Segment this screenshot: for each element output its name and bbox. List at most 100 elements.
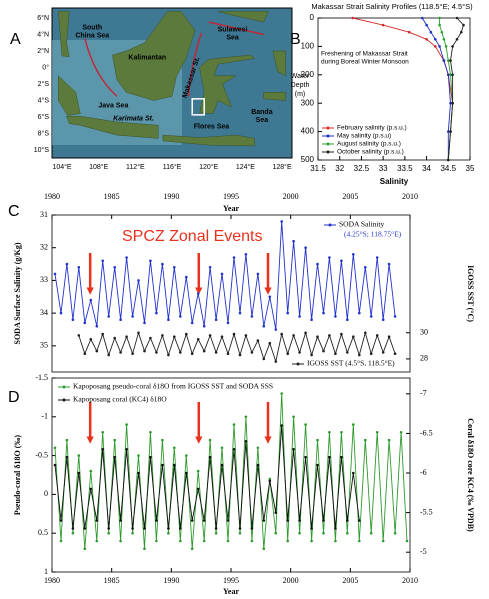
data-point: [71, 531, 75, 535]
data-point: [316, 463, 319, 467]
place-label: Sea: [226, 34, 239, 41]
data-point: [202, 324, 206, 328]
data-point: [358, 519, 361, 522]
data-point: [59, 519, 63, 522]
data-point: [280, 332, 284, 336]
data-point: [220, 463, 224, 467]
data-point: [405, 539, 409, 543]
x-tick-label: 2000: [283, 192, 299, 201]
data-point: [381, 351, 385, 354]
data-point: [298, 315, 301, 318]
legend-marker: [326, 150, 330, 154]
data-point: [173, 335, 176, 339]
y-tick-label: 0: [44, 489, 48, 498]
data-point: [53, 272, 57, 276]
data-point: [340, 332, 343, 336]
data-point: [340, 259, 343, 263]
data-point: [449, 101, 452, 105]
data-point: [346, 318, 349, 322]
y2-tick-label: -6: [420, 468, 427, 477]
data-point: [268, 341, 272, 345]
data-point: [137, 471, 140, 475]
data-point: [125, 448, 128, 451]
data-point: [190, 321, 194, 325]
lon-tick-label: 104°E: [52, 163, 71, 171]
data-point: [107, 315, 110, 318]
plot-frame: [317, 17, 471, 161]
data-point: [304, 246, 307, 249]
legend-label: SODA Salinity: [339, 220, 384, 229]
panel-label: B: [290, 31, 301, 48]
data-point: [149, 455, 152, 459]
x-tick-label: 2010: [402, 192, 418, 201]
data-point: [328, 334, 331, 337]
legend-label: Kapoposang coral (KC4) δ18O: [73, 395, 167, 404]
map-land: [58, 75, 81, 116]
map-land: [272, 50, 286, 77]
data-point: [83, 547, 87, 550]
lat-tick-label: 8°S: [38, 129, 50, 137]
lat-tick-label: 4°N: [37, 30, 49, 38]
data-point: [449, 59, 452, 62]
data-point: [369, 531, 373, 535]
y-tick-label: 35: [40, 341, 48, 350]
data-point: [375, 431, 379, 434]
legend-label: February salinity (p.s.u.): [337, 125, 407, 132]
data-point: [298, 351, 301, 354]
data-point: [95, 539, 99, 543]
data-point: [179, 351, 182, 354]
data-point: [292, 448, 295, 451]
data-point: [250, 315, 254, 318]
place-label: Sulawesi: [218, 26, 248, 33]
x-tick-label: 1990: [163, 192, 179, 201]
data-point: [340, 455, 343, 459]
annotation: SPCZ Zonal Events: [122, 228, 263, 245]
place-label: Sea: [256, 117, 269, 124]
data-point: [119, 351, 122, 354]
x-tick-label: 2005: [342, 576, 358, 585]
data-point: [179, 527, 182, 530]
data-point: [451, 101, 454, 105]
data-point: [113, 438, 116, 442]
data-point: [286, 539, 290, 543]
x-tick-label: 1980: [44, 576, 60, 585]
data-point: [226, 321, 230, 325]
data-point: [131, 315, 134, 318]
data-point: [214, 527, 218, 530]
data-point: [369, 352, 373, 356]
data-point: [322, 311, 325, 315]
data-point: [220, 335, 224, 339]
data-point: [256, 463, 260, 467]
y-tick-label: 400: [301, 127, 315, 136]
data-point: [280, 424, 284, 427]
data-point: [351, 16, 355, 20]
data-point: [89, 298, 93, 302]
legend-marker: [62, 398, 66, 402]
data-point: [101, 332, 104, 336]
data-point: [442, 38, 446, 41]
x-tick-label: 1985: [104, 192, 120, 201]
data-point: [387, 262, 391, 266]
data-point: [226, 352, 230, 356]
data-point: [268, 295, 272, 299]
data-point: [286, 352, 290, 356]
data-point: [83, 352, 87, 356]
data-point: [125, 423, 128, 426]
x-tick-label: 1990: [163, 576, 179, 585]
data-point: [346, 531, 349, 535]
place-label: Flores Sea: [194, 124, 230, 131]
data-point: [407, 30, 411, 34]
data-point: [449, 130, 452, 133]
lon-tick-label: 112°E: [126, 163, 145, 171]
data-point: [238, 527, 242, 530]
data-point: [310, 318, 313, 322]
data-point: [89, 487, 93, 491]
data-point: [274, 360, 278, 363]
data-point: [214, 531, 218, 535]
place-label: Kalimantan: [128, 54, 166, 61]
data-point: [304, 455, 307, 459]
y-tick-label: 0: [310, 13, 315, 22]
data-point: [232, 332, 236, 336]
data-point: [244, 440, 248, 443]
y2-tick-label: -5: [420, 547, 427, 556]
